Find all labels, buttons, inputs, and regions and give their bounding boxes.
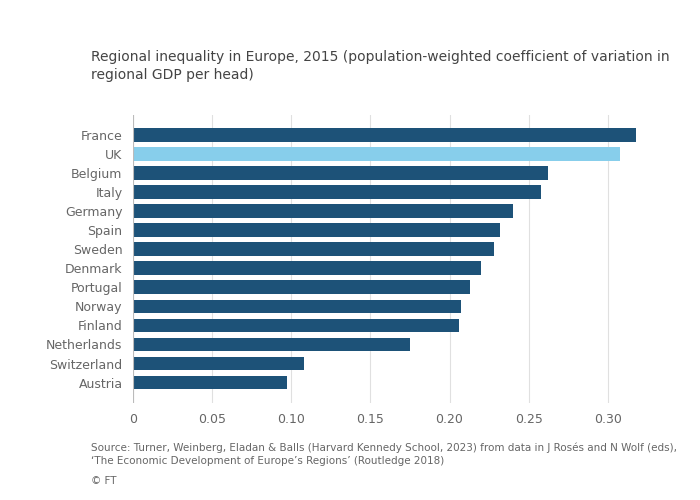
- Bar: [133, 280, 470, 294]
- Bar: [133, 128, 636, 142]
- Bar: [133, 185, 541, 199]
- Text: Regional inequality in Europe, 2015 (population-weighted coefficient of variatio: Regional inequality in Europe, 2015 (pop…: [91, 50, 670, 82]
- Bar: [133, 166, 547, 180]
- Bar: [133, 356, 304, 370]
- Text: Source: Turner, Weinberg, Eladan & Balls (Harvard Kennedy School, 2023) from dat: Source: Turner, Weinberg, Eladan & Balls…: [91, 442, 677, 466]
- Bar: [133, 338, 410, 351]
- Bar: [133, 376, 286, 390]
- Bar: [133, 242, 493, 256]
- Bar: [133, 147, 620, 161]
- Text: © FT: © FT: [91, 476, 116, 486]
- Bar: [133, 224, 500, 237]
- Bar: [133, 300, 461, 313]
- Bar: [133, 204, 513, 218]
- Bar: [133, 318, 459, 332]
- Bar: [133, 262, 481, 275]
